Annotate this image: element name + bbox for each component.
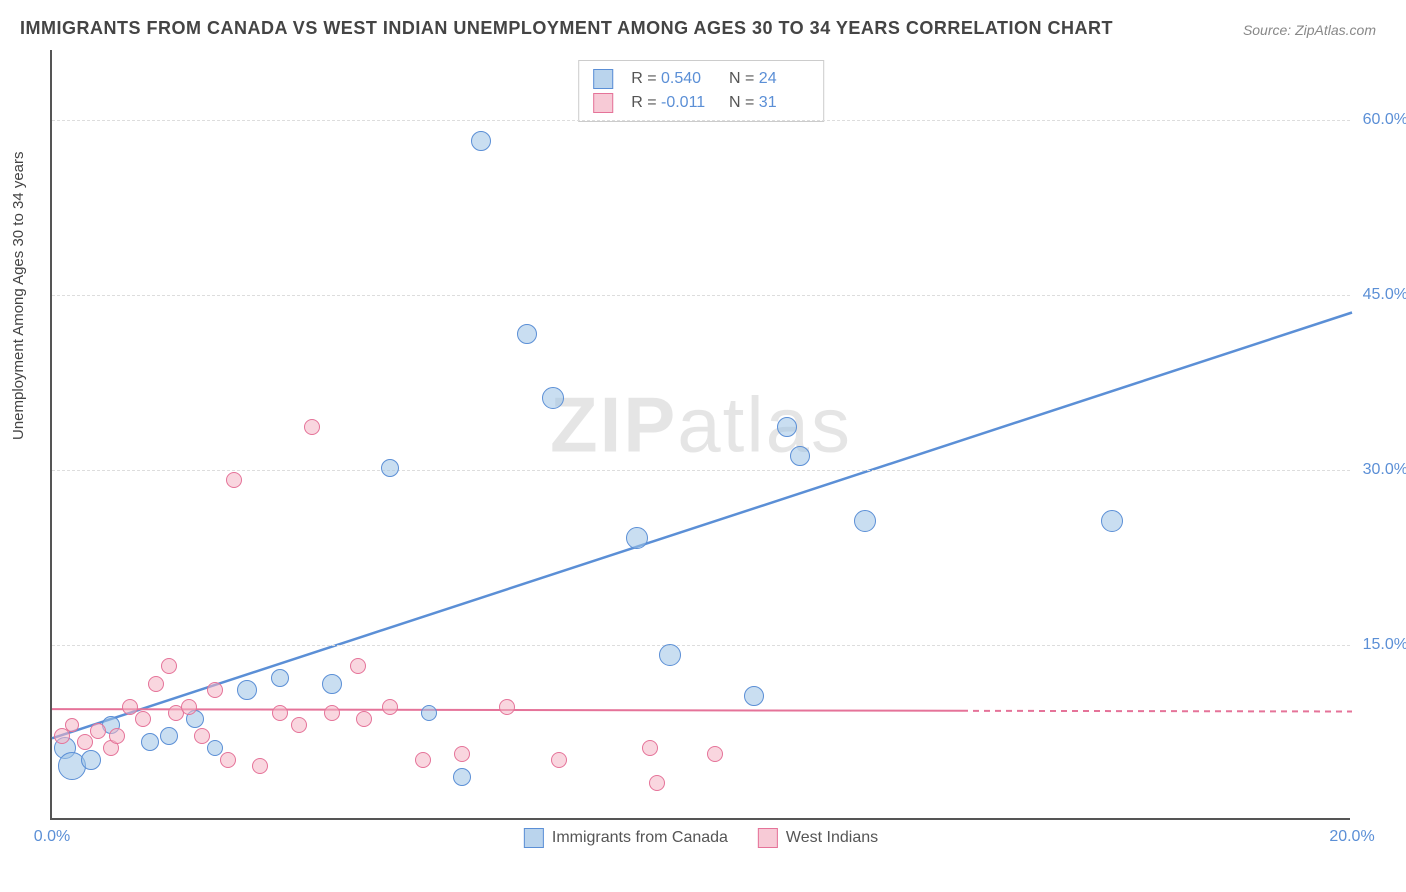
data-point [122,699,138,715]
data-point [65,718,79,732]
y-tick-label: 30.0% [1358,461,1406,479]
data-point [551,752,567,768]
stat-r-label: R = [631,94,656,111]
data-point [744,686,764,706]
data-point [207,682,223,698]
data-point [291,717,307,733]
data-point [421,705,437,721]
data-point [304,419,320,435]
gridline [52,120,1350,121]
data-point [109,728,125,744]
data-point [90,723,106,739]
data-point [517,324,537,344]
y-axis-label: Unemployment Among Ages 30 to 34 years [10,151,27,440]
y-tick-label: 45.0% [1358,286,1406,304]
data-point [381,459,399,477]
data-point [181,699,197,715]
data-point [659,644,681,666]
stat-n-label: N = [729,70,754,87]
data-point [226,472,242,488]
trend-line [52,313,1352,739]
data-point [707,746,723,762]
data-point [626,527,648,549]
data-point [471,131,491,151]
swatch-icon [593,93,613,113]
data-point [642,740,658,756]
stat-r-value: -0.011 [661,94,711,112]
stat-n-label: N = [729,94,754,111]
data-point [324,705,340,721]
data-point [453,768,471,786]
trend-line [962,711,1352,712]
stat-r-label: R = [631,70,656,87]
data-point [160,727,178,745]
x-tick-label: 20.0% [1329,828,1374,846]
data-point [542,387,564,409]
data-point [322,674,342,694]
data-point [252,758,268,774]
data-point [81,750,101,770]
gridline [52,295,1350,296]
data-point [237,680,257,700]
gridline [52,470,1350,471]
data-point [350,658,366,674]
chart-svg [52,50,1350,818]
data-point [454,746,470,762]
legend-label: West Indians [786,829,878,847]
swatch-icon [758,828,778,848]
data-point [1101,510,1123,532]
data-point [77,734,93,750]
legend-item-canada: Immigrants from Canada [524,828,728,848]
plot-area: ZIPatlas R = 0.540 N = 24 R = -0.011 N =… [50,50,1350,820]
stats-row-canada: R = 0.540 N = 24 [593,67,809,91]
data-point [777,417,797,437]
data-point [207,740,223,756]
data-point [854,510,876,532]
y-tick-label: 15.0% [1358,636,1406,654]
x-tick-label: 0.0% [34,828,70,846]
data-point [161,658,177,674]
data-point [271,669,289,687]
data-point [194,728,210,744]
data-point [382,699,398,715]
data-point [272,705,288,721]
gridline [52,645,1350,646]
data-point [220,752,236,768]
stat-n-value: 31 [759,94,809,112]
source-label: Source: ZipAtlas.com [1243,22,1376,38]
swatch-icon [593,69,613,89]
stat-r-value: 0.540 [661,70,711,88]
swatch-icon [524,828,544,848]
stats-row-west: R = -0.011 N = 31 [593,91,809,115]
bottom-legend: Immigrants from Canada West Indians [524,828,878,848]
data-point [135,711,151,727]
data-point [141,733,159,751]
data-point [499,699,515,715]
stats-legend: R = 0.540 N = 24 R = -0.011 N = 31 [578,60,824,122]
data-point [148,676,164,692]
y-tick-label: 60.0% [1358,111,1406,129]
data-point [415,752,431,768]
legend-label: Immigrants from Canada [552,829,728,847]
stat-n-value: 24 [759,70,809,88]
legend-item-west: West Indians [758,828,878,848]
chart-title: IMMIGRANTS FROM CANADA VS WEST INDIAN UN… [20,18,1113,39]
data-point [356,711,372,727]
data-point [649,775,665,791]
data-point [790,446,810,466]
